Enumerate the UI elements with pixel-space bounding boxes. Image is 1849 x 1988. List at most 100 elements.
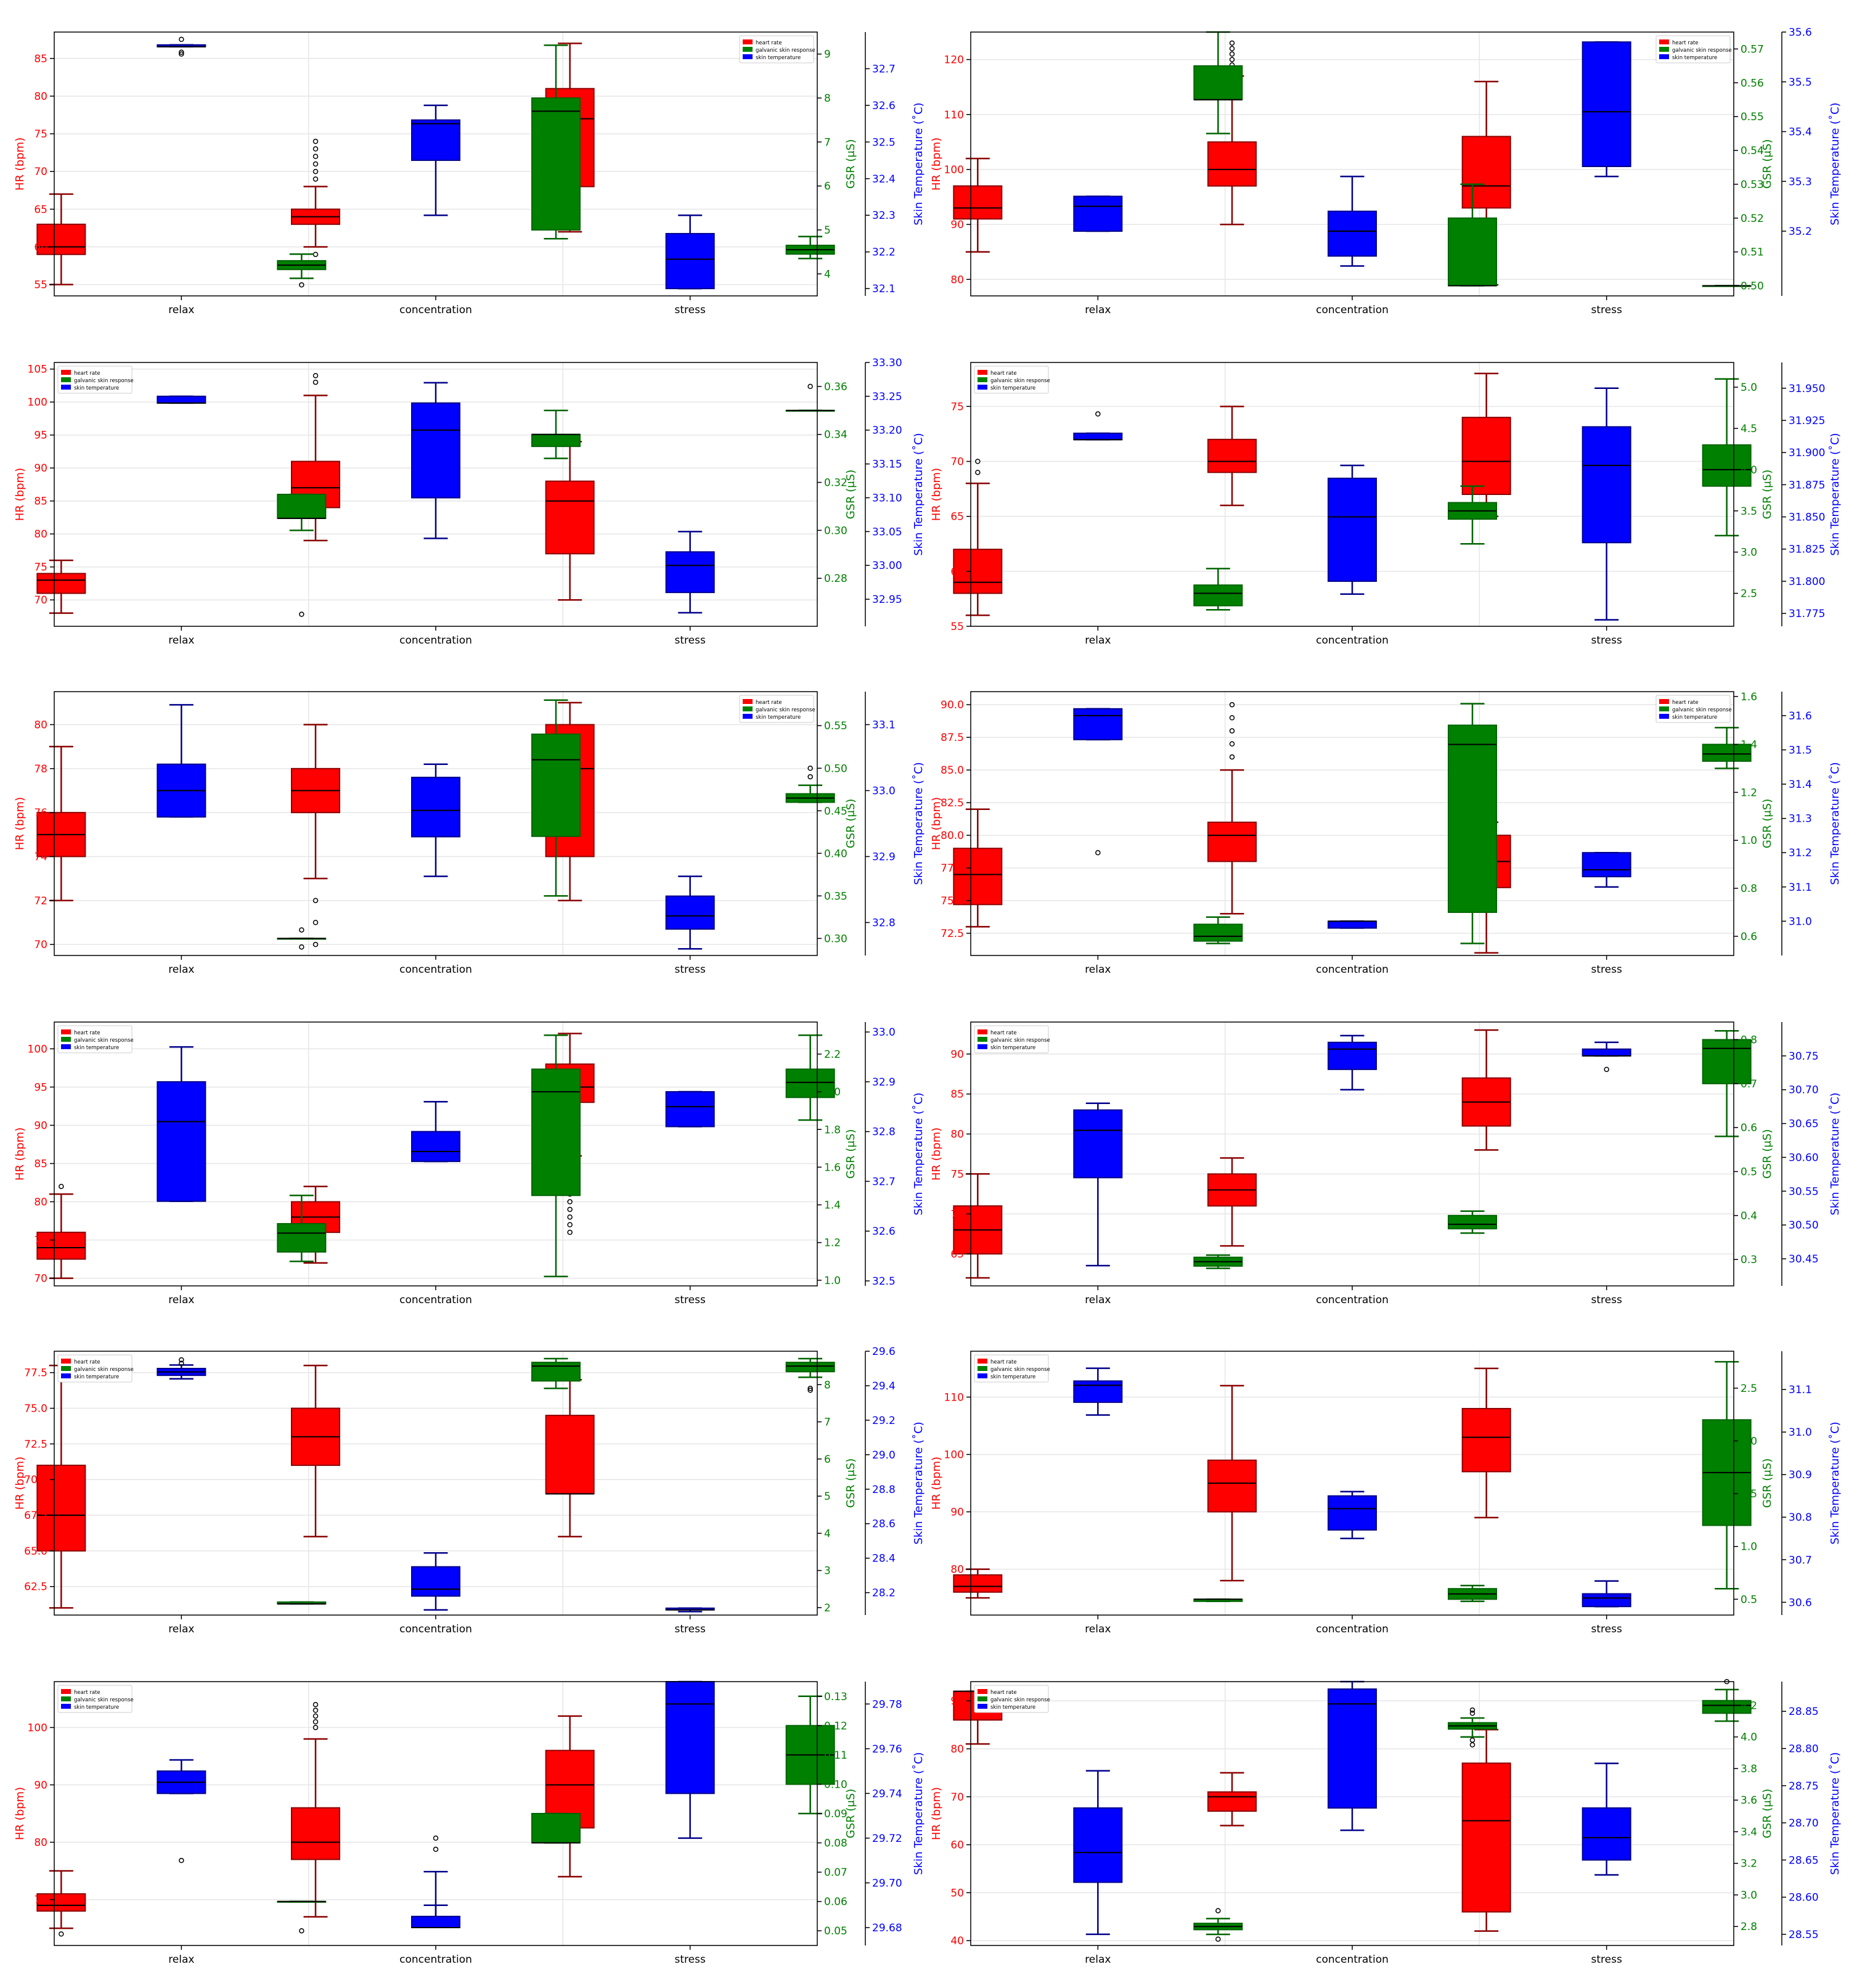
hr-tick-label: 85	[34, 1158, 47, 1171]
st-tick-label: 31.0	[1789, 915, 1812, 928]
hr-tick-label: 80	[34, 1196, 47, 1209]
outlier-point	[1229, 57, 1235, 62]
box	[1207, 1459, 1257, 1513]
st-tick-label: 31.875	[1789, 479, 1825, 491]
legend-label: heart rate	[1672, 40, 1699, 46]
st-tick-label: 30.70	[1789, 1084, 1819, 1097]
hr-axis-label: HR (bpm)	[930, 797, 943, 850]
st-tick-label: 28.75	[1789, 1780, 1819, 1793]
gsr-tick-label: 4.5	[1741, 423, 1757, 435]
st-tick-label: 33.20	[872, 425, 902, 437]
legend-swatch	[978, 1689, 987, 1694]
hr-tick-label: 70	[950, 1208, 964, 1221]
hr-tick-label: 90	[34, 1779, 47, 1791]
st-box-concentration	[411, 1552, 460, 1611]
hr-tick-label: 80	[34, 91, 47, 103]
gsr-box-relax	[1193, 568, 1243, 611]
outlier-point	[1229, 715, 1235, 721]
gsr-tick-label: 0.54	[1741, 145, 1764, 157]
hr-tick-label: 70	[950, 1791, 964, 1804]
st-tick-label: 29.74	[872, 1788, 902, 1800]
legend-frame	[974, 1025, 1049, 1053]
hr-tick-label: 75	[34, 1235, 47, 1247]
st-tick-label: 33.0	[872, 785, 896, 798]
gsr-tick-label: 0.12	[824, 1720, 847, 1732]
legend-swatch	[978, 1373, 987, 1378]
outlier-point	[1229, 702, 1235, 708]
x-tick-label-concentration: concentration	[399, 634, 472, 647]
outlier-point	[179, 49, 184, 55]
x-tick-label-stress: stress	[1591, 963, 1622, 976]
x-tick-label-concentration: concentration	[399, 304, 472, 316]
box	[411, 777, 460, 838]
hr-tick-label: 76	[34, 807, 47, 819]
outlier-point	[1229, 46, 1235, 51]
hr-tick-label: 100	[28, 1043, 47, 1055]
outlier-point	[1469, 1707, 1476, 1713]
outlier-point	[179, 1857, 184, 1863]
gsr-tick-label: 0.35	[824, 890, 847, 902]
hr-box-concentration	[1207, 406, 1257, 507]
outlier-point	[312, 1725, 319, 1730]
box	[1461, 417, 1511, 496]
box	[277, 1223, 327, 1253]
st-box-relax	[1073, 411, 1123, 441]
gsr-box-concentration	[531, 44, 581, 240]
outlier-point	[312, 168, 319, 174]
st-box-relax	[157, 1357, 206, 1380]
gsr-tick-label: 4.2	[1741, 1700, 1757, 1712]
outlier-point	[312, 941, 319, 947]
chart-2: relax concentration stress 80 90 100 110 120 HR …	[930, 27, 1842, 316]
gsr-tick-label: 0.30	[824, 933, 847, 945]
hr-box-stress	[545, 441, 595, 601]
gsr-tick-label: 1.2	[824, 1237, 841, 1250]
chart-6: relax concentration stress 72.5 75.0 77.5 80.0…	[930, 691, 1842, 976]
st-box-relax	[1073, 708, 1123, 856]
gsr-box-concentration	[1448, 485, 1497, 545]
x-tick-label-relax: relax	[168, 634, 194, 647]
x-tick-label-relax: relax	[168, 1953, 194, 1966]
gsr-tick-label: 1.6	[824, 1161, 841, 1174]
legend-swatch	[61, 1696, 71, 1701]
legend-swatch	[61, 1029, 71, 1034]
box	[1328, 1688, 1377, 1809]
x-tick-label-concentration: concentration	[1316, 634, 1389, 647]
legend-label: heart rate	[756, 40, 782, 46]
legend-frame	[57, 366, 133, 394]
legend-label: skin temperature	[1672, 55, 1717, 61]
hr-tick-label: 80	[950, 1564, 964, 1576]
legend-label: heart rate	[74, 370, 100, 377]
legend-swatch	[743, 714, 753, 719]
box	[1461, 1762, 1511, 1913]
x-tick-label-stress: stress	[1591, 1953, 1622, 1966]
x-tick-label-concentration: concentration	[1316, 963, 1389, 976]
st-tick-label: 30.8	[1789, 1511, 1812, 1524]
st-tick-label: 28.55	[1789, 1929, 1819, 1941]
x-tick-label-stress: stress	[675, 304, 706, 316]
outlier-point	[312, 1708, 319, 1713]
st-tick-label: 29.0	[872, 1449, 896, 1462]
gsr-axis-label: GSR (μS)	[1761, 799, 1774, 849]
outlier-point	[179, 1357, 184, 1363]
chart-10: relax concentration stress 80 90 100 110 HR (bp…	[930, 1351, 1842, 1635]
gsr-axis-label: GSR (μS)	[844, 139, 857, 189]
hr-axis-label: HR (bpm)	[14, 1457, 27, 1510]
outlier-point	[975, 470, 981, 475]
chart-12: relax concentration stress 40 50 60 70 80 90 HR (…	[930, 1679, 1842, 1966]
outlier-point	[299, 944, 304, 950]
gsr-tick-label: 0.09	[824, 1808, 847, 1820]
box	[36, 1893, 86, 1912]
gsr-axis-label: GSR (μS)	[844, 1129, 857, 1179]
hr-box-concentration	[291, 1364, 340, 1538]
st-box-concentration	[411, 382, 460, 539]
hr-tick-label: 70	[34, 1273, 47, 1285]
hr-box-relax	[36, 1184, 86, 1279]
st-tick-label: 32.1	[872, 283, 896, 295]
st-tick-label: 30.55	[1789, 1185, 1819, 1198]
hr-tick-label: 65	[950, 1248, 964, 1261]
outlier-point	[433, 1846, 439, 1852]
hr-box-stress	[1461, 1367, 1511, 1519]
chart-9: relax concentration stress 62.5 65.0 67.5 70.0…	[14, 1346, 925, 1635]
box	[1193, 65, 1243, 100]
